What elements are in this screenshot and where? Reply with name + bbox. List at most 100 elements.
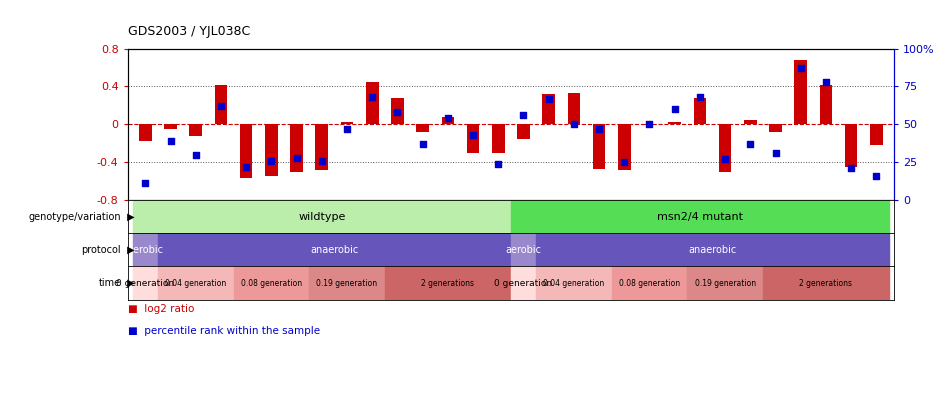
- Bar: [189, 124, 202, 136]
- Bar: [234, 266, 309, 300]
- Bar: [693, 98, 706, 124]
- Point: [667, 106, 682, 113]
- Bar: [618, 124, 631, 170]
- Text: 2 generations: 2 generations: [799, 279, 852, 288]
- Bar: [215, 85, 227, 124]
- Point: [567, 121, 582, 128]
- Bar: [536, 266, 612, 300]
- Text: ▶: ▶: [124, 245, 134, 255]
- Bar: [341, 122, 353, 124]
- Point: [793, 65, 808, 72]
- Bar: [744, 119, 757, 124]
- Bar: [769, 124, 781, 132]
- Text: GDS2003 / YJL038C: GDS2003 / YJL038C: [128, 26, 250, 38]
- Point: [390, 109, 405, 115]
- Bar: [165, 124, 177, 129]
- Point: [465, 132, 481, 138]
- Point: [642, 121, 657, 128]
- Text: aerobic: aerobic: [128, 245, 164, 255]
- Bar: [568, 93, 580, 124]
- Bar: [542, 94, 555, 124]
- Bar: [669, 122, 681, 124]
- Text: ■  log2 ratio: ■ log2 ratio: [128, 304, 194, 314]
- Bar: [762, 266, 889, 300]
- Point: [314, 158, 329, 164]
- Bar: [139, 124, 151, 141]
- Text: ▶: ▶: [124, 212, 134, 222]
- Bar: [132, 266, 158, 300]
- Bar: [132, 233, 158, 266]
- Text: anaerobic: anaerobic: [310, 245, 359, 255]
- Text: 0.19 generation: 0.19 generation: [694, 279, 756, 288]
- Point: [491, 160, 506, 167]
- Point: [844, 165, 859, 171]
- Bar: [795, 60, 807, 124]
- Bar: [511, 233, 536, 266]
- Bar: [391, 98, 404, 124]
- Bar: [536, 233, 889, 266]
- Text: anaerobic: anaerobic: [689, 245, 737, 255]
- Point: [188, 151, 203, 158]
- Bar: [366, 82, 378, 124]
- Text: 0.04 generation: 0.04 generation: [543, 279, 604, 288]
- Point: [541, 95, 556, 102]
- Point: [289, 154, 305, 161]
- Text: msn2/4 mutant: msn2/4 mutant: [657, 212, 743, 222]
- Bar: [158, 233, 511, 266]
- Point: [138, 180, 153, 187]
- Text: 0.08 generation: 0.08 generation: [241, 279, 302, 288]
- Point: [717, 156, 732, 162]
- Text: aerobic: aerobic: [505, 245, 541, 255]
- Bar: [240, 124, 253, 178]
- Point: [364, 94, 379, 100]
- Point: [340, 126, 355, 132]
- Bar: [511, 200, 889, 233]
- Point: [238, 164, 254, 170]
- Text: 0.19 generation: 0.19 generation: [317, 279, 377, 288]
- Point: [516, 112, 531, 119]
- Point: [264, 158, 279, 164]
- Bar: [643, 124, 656, 125]
- Text: protocol: protocol: [81, 245, 121, 255]
- Point: [692, 94, 708, 100]
- Point: [440, 115, 455, 122]
- Bar: [290, 124, 303, 172]
- Bar: [517, 124, 530, 139]
- Bar: [612, 266, 688, 300]
- Text: 0 generation: 0 generation: [116, 279, 174, 288]
- Bar: [132, 200, 511, 233]
- Bar: [265, 124, 278, 177]
- Bar: [819, 85, 832, 124]
- Text: ■  percentile rank within the sample: ■ percentile rank within the sample: [128, 326, 320, 336]
- Point: [743, 141, 758, 147]
- Text: wildtype: wildtype: [298, 212, 345, 222]
- Point: [163, 138, 178, 144]
- Bar: [511, 266, 536, 300]
- Bar: [870, 124, 883, 145]
- Bar: [316, 124, 328, 170]
- Text: 0 generation: 0 generation: [495, 279, 552, 288]
- Bar: [593, 124, 605, 169]
- Bar: [719, 124, 731, 172]
- Point: [591, 126, 606, 132]
- Bar: [492, 124, 504, 153]
- Text: 0.08 generation: 0.08 generation: [619, 279, 680, 288]
- Text: time: time: [99, 278, 121, 288]
- Bar: [466, 124, 480, 153]
- Point: [868, 173, 884, 179]
- Bar: [385, 266, 511, 300]
- Point: [768, 150, 783, 156]
- Point: [415, 141, 430, 147]
- Point: [214, 103, 229, 109]
- Text: 2 generations: 2 generations: [421, 279, 474, 288]
- Point: [617, 159, 632, 165]
- Bar: [158, 266, 234, 300]
- Bar: [688, 266, 762, 300]
- Point: [818, 79, 833, 85]
- Text: 0.04 generation: 0.04 generation: [166, 279, 226, 288]
- Bar: [442, 117, 454, 124]
- Text: genotype/variation: genotype/variation: [28, 212, 121, 222]
- Bar: [309, 266, 385, 300]
- Bar: [416, 124, 429, 132]
- Bar: [845, 124, 857, 167]
